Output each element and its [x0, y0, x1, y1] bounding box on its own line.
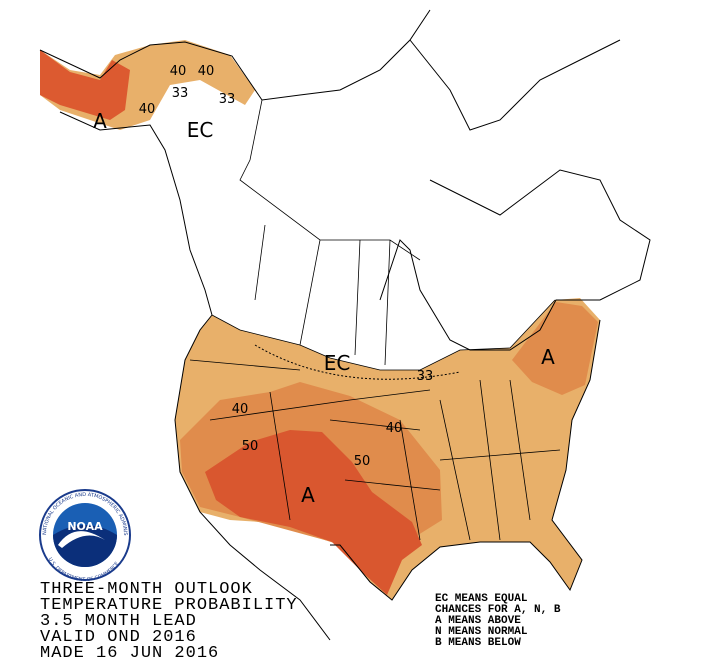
- region-label: A: [93, 109, 107, 133]
- contour-label: 50: [354, 454, 371, 469]
- region-label: A: [541, 345, 555, 369]
- contour-label: 40: [232, 402, 249, 417]
- header-line: THREE-MONTH OUTLOOK: [40, 580, 253, 599]
- legend-line: EC MEANS EQUAL: [435, 593, 528, 605]
- contour-label: 33: [219, 92, 236, 107]
- legend-line: N MEANS NORMAL: [435, 626, 528, 638]
- legend-line: CHANCES FOR A, N, B: [435, 604, 561, 616]
- region-label: EC: [187, 118, 214, 142]
- ec-boundary: [254, 344, 461, 380]
- alaska-above-40: [40, 50, 130, 120]
- legend-line: A MEANS ABOVE: [435, 615, 521, 627]
- northeast-above-40: [512, 302, 598, 395]
- contour-label: 33: [417, 369, 434, 384]
- coastline: [39, 9, 651, 641]
- header-line: MADE 16 JUN 2016: [40, 644, 219, 663]
- header-line: TEMPERATURE PROBABILITY: [40, 596, 298, 615]
- us-above-50: [205, 430, 422, 595]
- contour-label: 50: [242, 439, 259, 454]
- contour-label: 33: [172, 86, 189, 101]
- header: THREE-MONTH OUTLOOK TEMPERATURE PROBABIL…: [40, 580, 298, 663]
- legend-line: B MEANS BELOW: [435, 637, 521, 649]
- header-line: VALID OND 2016: [40, 628, 197, 647]
- borders: [189, 99, 561, 541]
- region-label: A: [301, 483, 315, 507]
- contour-label: 40: [139, 102, 156, 117]
- header-line: 3.5 MONTH LEAD: [40, 612, 197, 631]
- contour-label: 40: [170, 64, 187, 79]
- contour-label: 40: [198, 64, 215, 79]
- logo-name: NOAA: [67, 520, 103, 533]
- region-label: EC: [324, 351, 351, 375]
- contour-label: 40: [386, 421, 403, 436]
- legend: EC MEANS EQUAL CHANCES FOR A, N, B A MEA…: [435, 593, 561, 649]
